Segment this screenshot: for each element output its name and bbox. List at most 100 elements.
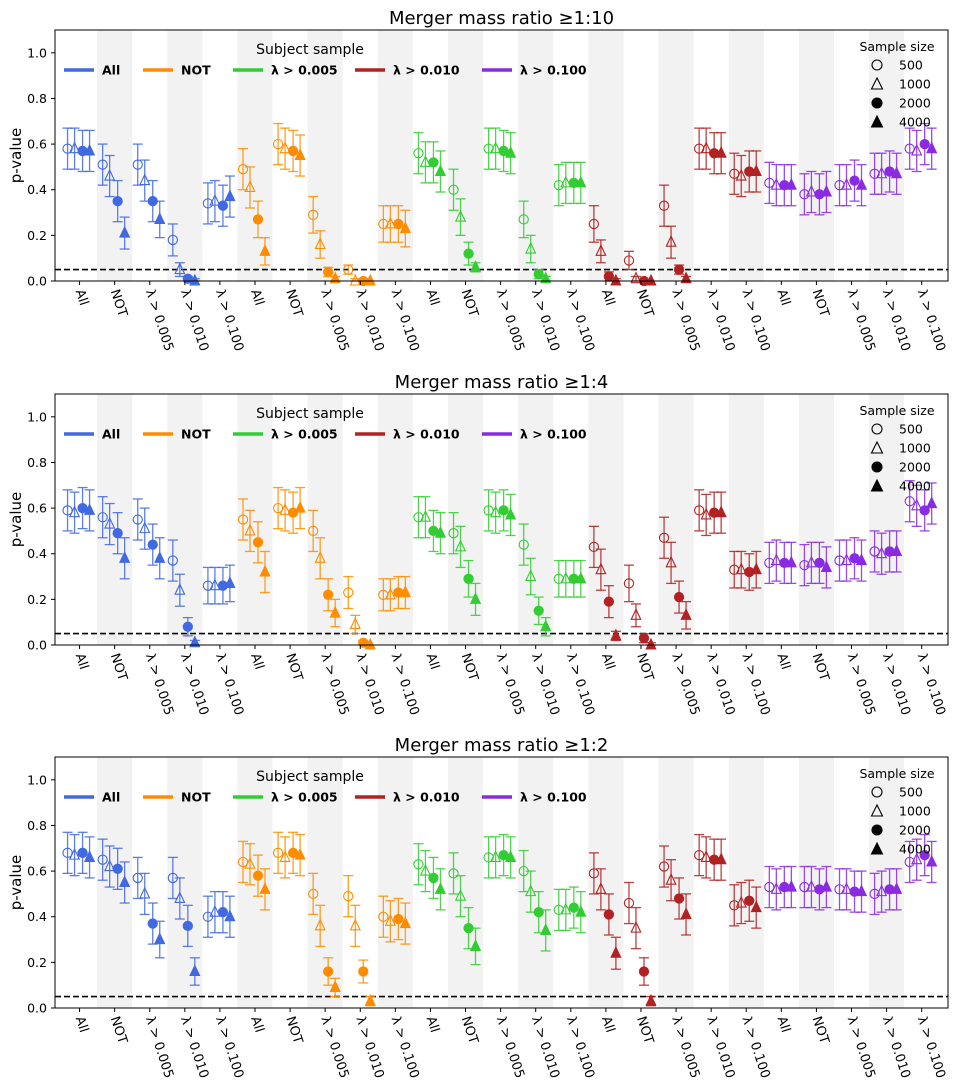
data-point [132, 143, 143, 186]
y-tick-label: 0.2 [27, 955, 47, 970]
data-point [779, 541, 790, 585]
data-point [498, 129, 509, 173]
marker-circle-filled [673, 893, 685, 904]
data-point [224, 895, 236, 938]
data-point [202, 182, 214, 225]
marker-triangle-open [349, 918, 361, 931]
data-point [358, 959, 369, 984]
x-tick-label: λ > 0.100 [563, 288, 597, 354]
x-tick-label: λ > 0.005 [844, 652, 878, 718]
data-point [314, 230, 326, 259]
x-tick-label: All [247, 652, 266, 672]
shade-band [869, 394, 905, 645]
data-point [217, 184, 229, 227]
data-point [167, 223, 178, 257]
data-point [849, 537, 860, 580]
data-point [224, 175, 236, 218]
marker-triangle-open [68, 505, 81, 518]
x-tick-label: λ > 0.100 [563, 652, 597, 718]
data-point [434, 150, 447, 193]
legend-marker-triangle-filled [870, 478, 884, 492]
marker-triangle-open [665, 555, 677, 568]
x-tick-label: All [247, 1015, 266, 1035]
legend-label: NOT [181, 427, 211, 442]
marker-circle-open [167, 555, 178, 566]
marker-circle-open [694, 849, 705, 861]
legend-label: 1000 [899, 77, 931, 92]
data-point [638, 632, 650, 644]
data-point [104, 845, 116, 888]
marker-circle-open [62, 505, 73, 516]
data-point [729, 884, 740, 927]
marker-circle-filled [533, 605, 544, 616]
data-point [694, 489, 705, 532]
data-point [308, 195, 319, 234]
data-point [575, 890, 587, 934]
marker-triangle-open [560, 571, 572, 584]
shade-band [798, 30, 834, 281]
data-point [533, 268, 544, 280]
data-point [419, 496, 432, 539]
marker-circle-filled [147, 539, 158, 550]
marker-triangle-filled [680, 907, 692, 919]
marker-triangle-filled [505, 850, 517, 862]
marker-circle-filled [463, 573, 474, 584]
marker-circle-open [623, 255, 635, 266]
marker-triangle-filled [189, 964, 201, 977]
x-tick-label: λ > 0.100 [563, 1015, 597, 1081]
data-point [700, 836, 712, 879]
x-tick-label: λ > 0.100 [212, 288, 246, 354]
marker-circle-open [518, 539, 529, 550]
shade-band [728, 394, 764, 645]
data-point [588, 525, 600, 569]
data-point [147, 523, 158, 566]
y-tick-label: 1.0 [27, 772, 47, 787]
data-point [729, 152, 740, 195]
shade-band [658, 30, 694, 281]
marker-triangle-open [700, 507, 712, 520]
marker-triangle-open [209, 578, 221, 591]
marker-triangle-open [840, 553, 853, 566]
data-point [518, 523, 529, 566]
panel-title: Merger mass ratio ≥1:4 [395, 372, 609, 393]
data-point [244, 843, 256, 886]
data-point [490, 491, 502, 534]
data-point [393, 897, 404, 941]
legend-marker-triangle-filled [870, 114, 884, 128]
data-point [518, 849, 529, 893]
marker-circle-open [904, 856, 915, 868]
data-point [224, 564, 236, 603]
data-point [252, 521, 264, 564]
legend-marker-circle-open [871, 786, 883, 798]
data-point [834, 163, 845, 207]
data-point [448, 852, 459, 895]
data-point [132, 498, 143, 541]
x-tick-label: λ > 0.100 [914, 652, 948, 718]
marker-triangle-open [665, 234, 677, 247]
data-point [83, 489, 96, 532]
legend-title: Subject sample [256, 42, 364, 58]
marker-triangle-filled [926, 141, 938, 154]
data-point [287, 129, 299, 173]
marker-triangle-open [174, 891, 186, 904]
x-tick-label: NOT [633, 652, 656, 683]
data-point [911, 129, 923, 173]
x-tick-label: λ > 0.010 [352, 1015, 386, 1081]
data-point [378, 895, 389, 938]
marker-triangle-filled [189, 273, 201, 286]
marker-triangle-open [490, 505, 502, 518]
marker-circle-filled [112, 863, 123, 874]
marker-circle-open [623, 578, 635, 589]
marker-triangle-open [840, 177, 853, 190]
data-point [244, 509, 256, 553]
axes-frame [54, 756, 949, 1009]
data-point [413, 843, 424, 886]
marker-triangle-filled [259, 882, 271, 894]
marker-triangle-filled [540, 271, 552, 284]
x-tick-label: All [423, 652, 442, 672]
marker-triangle-open [525, 884, 537, 897]
y-tick-label: 0.2 [27, 228, 47, 243]
data-point [237, 498, 249, 541]
y-tick-label: 0.8 [27, 91, 47, 106]
